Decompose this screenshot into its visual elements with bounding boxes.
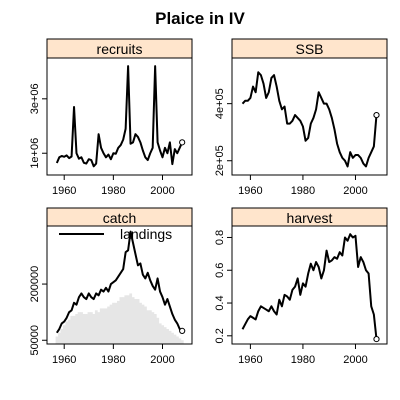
landings-bar (151, 312, 155, 344)
landings-bar (158, 323, 162, 344)
y-tick-label: 0.6 (214, 263, 226, 278)
landings-bar (70, 315, 74, 344)
panel-recruits: recruits 1960 1980 2000 1e+06 3e+06 (29, 38, 193, 197)
landings-bar (112, 302, 115, 344)
landings-bar (121, 297, 125, 344)
landings-bar (171, 332, 174, 344)
x-tick-label: 2000 (150, 185, 174, 197)
landings-bar (72, 315, 76, 344)
y-tick-label: 4e+05 (214, 88, 226, 119)
x-tick-label: 2000 (150, 354, 174, 366)
landings-bar (153, 314, 157, 344)
landings-bar (87, 312, 91, 344)
panel-frame (46, 225, 193, 345)
landings-bar (161, 325, 165, 344)
panel-catch: catch 1960 1980 2000 50000 200000 landings (29, 207, 193, 366)
panel-harvest: harvest 1960 1980 2000 0.2 0.4 0.6 0.8 (214, 207, 388, 366)
landings-bar (131, 297, 135, 344)
y-tick-label: 50000 (29, 325, 41, 356)
landings-bar (94, 310, 98, 344)
landings-bar (102, 308, 106, 344)
landings-bar (97, 312, 101, 344)
panel-ssb: SSB 1960 1980 2000 2e+05 4e+05 (214, 38, 388, 197)
landings-bar (67, 319, 71, 344)
landings-bar (82, 314, 86, 344)
y-tick-label: 0.8 (214, 230, 226, 245)
landings-bar (163, 327, 167, 344)
series-line (241, 71, 378, 168)
landings-bar (109, 304, 113, 344)
last-year-marker (373, 111, 380, 119)
panel-strip-label: harvest (287, 210, 333, 226)
y-tick-label: 200000 (29, 266, 41, 303)
y-tick-label: 2e+05 (214, 145, 226, 176)
landings-bar (104, 308, 108, 344)
landings-bar (55, 336, 59, 344)
landings-bar (60, 329, 64, 344)
x-tick-label: 1980 (101, 185, 125, 197)
landings-bar (176, 336, 179, 344)
y-tick-label: 0.4 (214, 295, 226, 310)
landings-bar (80, 312, 83, 344)
landings-bar (139, 302, 142, 344)
series-line (241, 233, 378, 340)
landings-bar (146, 310, 150, 344)
landings-bar (99, 308, 103, 344)
landings-bar (62, 325, 66, 344)
landings-bar (75, 314, 79, 344)
last-year-marker (179, 139, 186, 146)
landings-bar (58, 332, 61, 344)
last-year-marker (373, 335, 380, 343)
panel-frame (231, 225, 388, 345)
x-tick-label: 1980 (291, 185, 315, 197)
landings-bar (107, 306, 110, 344)
landings-bar (134, 299, 138, 344)
landings-bar (148, 310, 152, 344)
x-tick-label: 1980 (101, 354, 125, 366)
landings-bar (119, 297, 123, 344)
landings-bar (117, 300, 120, 344)
chart-title: Plaice in IV (155, 9, 245, 28)
y-tick-label: 3e+06 (29, 83, 41, 114)
panel-strip-label: SSB (295, 41, 323, 57)
landings-bar (92, 314, 96, 344)
panel-frame (231, 57, 388, 176)
panels-group: recruits 1960 1980 2000 1e+06 3e+06 SSB 1960 198… (29, 38, 388, 366)
panel-strip-label: catch (103, 210, 136, 226)
series-line (55, 230, 183, 334)
landings-bar (126, 295, 130, 344)
x-tick-label: 1980 (291, 354, 315, 366)
x-tick-label: 1960 (52, 354, 76, 366)
landings-bar (173, 334, 177, 344)
x-tick-label: 2000 (343, 354, 367, 366)
x-tick-label: 2000 (343, 185, 367, 197)
landings-bar (77, 312, 81, 344)
last-year-marker (179, 327, 186, 334)
landings-bar (156, 317, 160, 344)
landings-bar (85, 314, 88, 344)
landings-bar (124, 295, 128, 344)
x-tick-label: 1960 (238, 354, 262, 366)
x-tick-label: 1960 (238, 185, 262, 197)
landings-bar (168, 330, 172, 344)
y-tick-label: 0.2 (214, 328, 226, 343)
landings-bar (144, 306, 147, 344)
panel-strip-label: recruits (97, 41, 143, 57)
landings-bar (114, 302, 118, 344)
landings-bar (166, 329, 169, 344)
landings-bar (136, 299, 140, 344)
series-line (55, 65, 184, 168)
panel-frame (46, 57, 193, 176)
y-tick-label: 1e+06 (29, 138, 41, 169)
landings-bar (90, 312, 93, 344)
landings-bar (65, 321, 69, 344)
legend-label: landings (120, 226, 172, 242)
landings-bar (180, 340, 184, 344)
x-tick-label: 1960 (52, 185, 76, 197)
landings-bar (129, 293, 133, 344)
landings-bar (141, 304, 145, 344)
landings-bar (178, 338, 182, 344)
